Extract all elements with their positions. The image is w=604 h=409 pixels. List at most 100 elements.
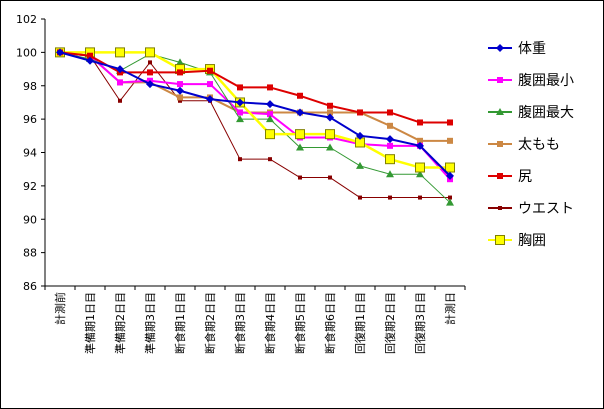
data-point bbox=[446, 198, 454, 206]
y-tick-label: 88 bbox=[23, 247, 37, 260]
legend-item: 腹囲最小 bbox=[488, 72, 574, 89]
data-point bbox=[417, 119, 423, 126]
data-point bbox=[177, 81, 183, 88]
data-point bbox=[237, 109, 243, 116]
data-point bbox=[326, 113, 334, 122]
data-point bbox=[207, 81, 213, 88]
x-tick-label: 回復期2日目 bbox=[384, 292, 397, 354]
legend-item: 胸囲 bbox=[488, 233, 546, 249]
data-point bbox=[415, 162, 425, 173]
y-tick-label: 98 bbox=[23, 80, 37, 93]
x-tick-label: 計測前 bbox=[53, 292, 67, 325]
data-point bbox=[268, 157, 272, 162]
x-tick-label: 計測日 bbox=[443, 292, 457, 325]
data-point bbox=[296, 108, 304, 117]
data-point bbox=[446, 171, 454, 180]
y-tick-label: 94 bbox=[23, 147, 37, 160]
legend-swatch-marker bbox=[497, 173, 503, 179]
x-tick-label: 準備期2日目 bbox=[113, 292, 127, 354]
data-point bbox=[56, 48, 64, 57]
x-tick-label: 準備期3日目 bbox=[143, 292, 157, 354]
legend-swatch-marker bbox=[497, 141, 503, 147]
data-point bbox=[297, 92, 303, 99]
data-point bbox=[115, 47, 125, 58]
legend-swatch-marker bbox=[495, 235, 505, 245]
chart-axes: 86 88 90 92 94 96 98 100 102 計測前 準備期1日目 準備期2日目 準備期3日… bbox=[16, 13, 466, 354]
data-point bbox=[327, 102, 333, 109]
data-point bbox=[145, 47, 155, 58]
data-point bbox=[207, 67, 213, 74]
data-point bbox=[385, 154, 395, 165]
data-point bbox=[236, 98, 244, 107]
data-point bbox=[237, 84, 243, 91]
data-point bbox=[387, 109, 393, 116]
data-point bbox=[177, 94, 183, 101]
data-point bbox=[447, 137, 453, 144]
legend-swatch-marker bbox=[496, 108, 504, 115]
series-layer bbox=[55, 47, 455, 206]
data-point bbox=[445, 162, 455, 173]
data-point bbox=[357, 109, 363, 116]
legend-swatch-marker bbox=[497, 77, 503, 83]
data-point bbox=[356, 161, 364, 169]
data-point bbox=[387, 122, 393, 129]
legend-item: 腹囲最大 bbox=[488, 104, 574, 121]
data-point bbox=[147, 69, 153, 76]
y-tick-label: 86 bbox=[23, 280, 37, 293]
data-point bbox=[206, 95, 214, 104]
series-line bbox=[59, 51, 451, 180]
x-tick-label: 断食期4日目 bbox=[263, 292, 277, 354]
series-line bbox=[59, 51, 451, 177]
data-point bbox=[176, 86, 184, 95]
x-tick-label: 断食期5日目 bbox=[293, 292, 307, 354]
legend-label: 体重 bbox=[518, 41, 546, 57]
y-tick-label: 100 bbox=[16, 46, 37, 59]
data-point bbox=[416, 170, 424, 178]
data-point bbox=[116, 65, 124, 74]
data-point bbox=[447, 119, 453, 126]
data-point bbox=[295, 129, 305, 140]
data-point bbox=[178, 98, 182, 103]
legend-item: 体重 bbox=[488, 41, 546, 57]
data-point bbox=[356, 131, 364, 140]
y-tick-label: 102 bbox=[16, 13, 37, 26]
legend-swatch-marker bbox=[498, 206, 502, 210]
x-tick-label: 断食期6日目 bbox=[323, 292, 337, 354]
y-tick-label: 96 bbox=[23, 113, 37, 126]
y-tick-label: 90 bbox=[23, 213, 37, 226]
x-tick-label: 断食期1日目 bbox=[173, 292, 187, 354]
series-line bbox=[59, 51, 450, 199]
legend-label: ウエスト bbox=[518, 201, 574, 217]
x-tick-label: 回復期3日目 bbox=[414, 292, 427, 354]
legend-label: 太もも bbox=[518, 137, 560, 153]
data-point bbox=[386, 170, 394, 178]
data-point bbox=[238, 157, 242, 162]
data-point bbox=[267, 111, 273, 118]
data-point bbox=[117, 79, 123, 86]
x-tick-label: 断食期2日目 bbox=[203, 292, 217, 354]
data-point bbox=[86, 56, 94, 65]
data-point bbox=[417, 137, 423, 144]
data-point bbox=[386, 135, 394, 144]
data-point bbox=[87, 52, 93, 59]
series-4 bbox=[57, 49, 453, 144]
data-point bbox=[358, 195, 362, 200]
data-point bbox=[148, 60, 152, 65]
data-point bbox=[325, 129, 335, 140]
legend-item: 太もも bbox=[488, 137, 560, 153]
series-7 bbox=[55, 47, 455, 173]
data-point bbox=[296, 143, 304, 151]
x-tick-label: 準備期1日目 bbox=[83, 292, 97, 354]
legend-item: ウエスト bbox=[488, 201, 574, 217]
data-point bbox=[236, 115, 244, 123]
data-point bbox=[328, 175, 332, 180]
data-point bbox=[177, 69, 183, 76]
data-point bbox=[416, 141, 424, 150]
legend-label: 尻 bbox=[518, 169, 532, 185]
y-tick-label: 92 bbox=[23, 180, 37, 193]
data-point bbox=[266, 100, 274, 109]
legend-label: 胸囲 bbox=[518, 233, 546, 249]
